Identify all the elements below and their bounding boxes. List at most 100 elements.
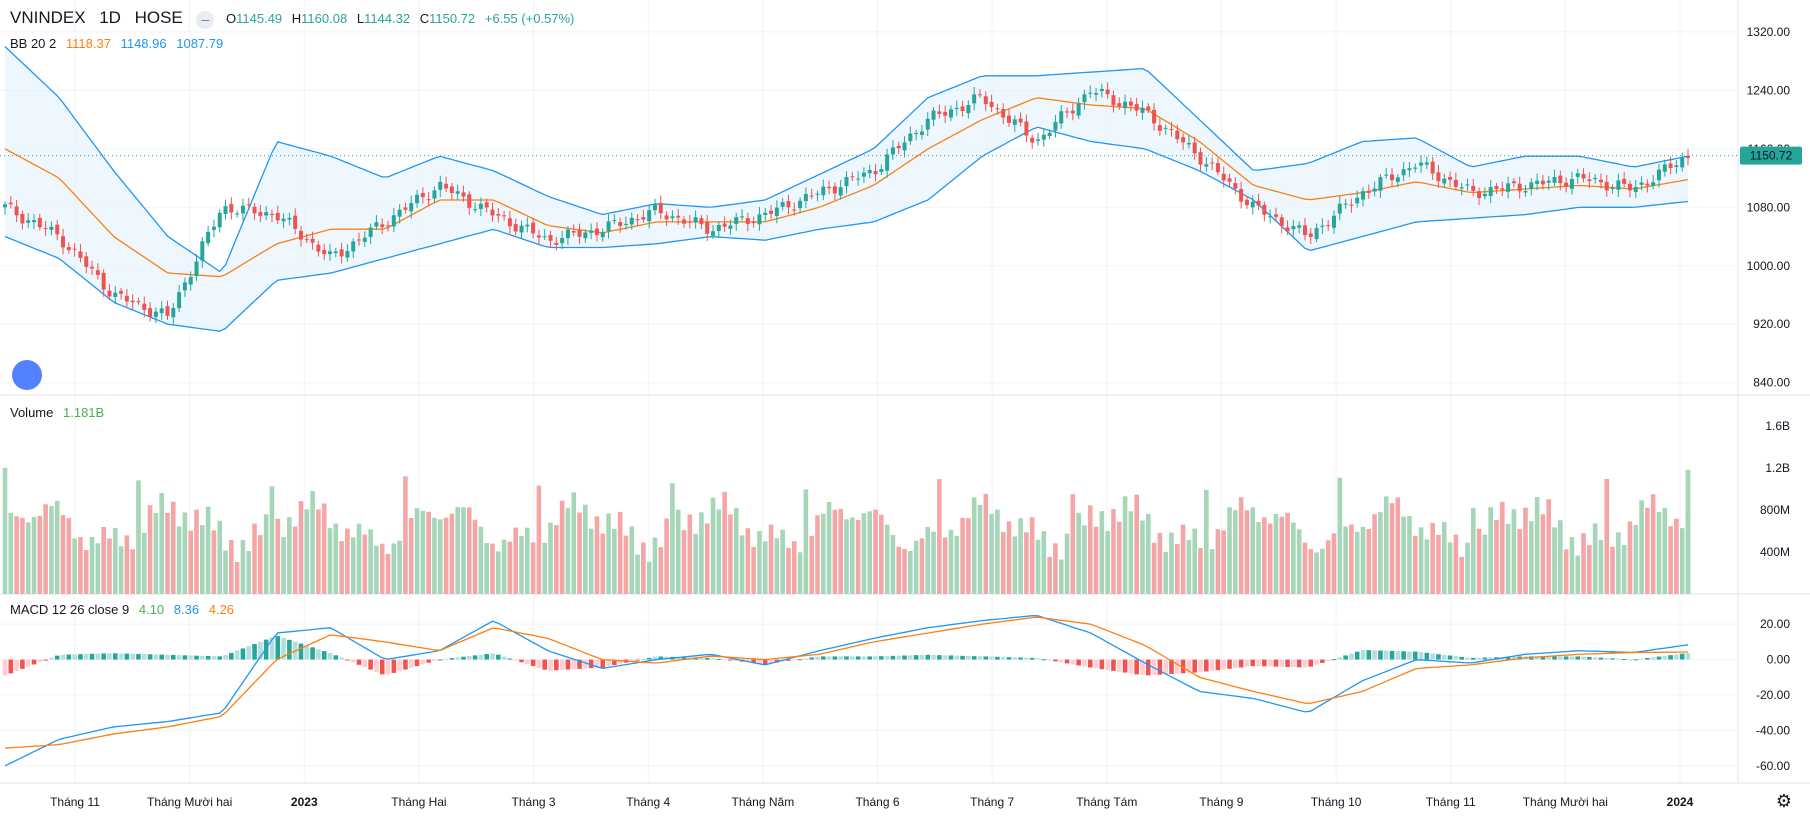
candle[interactable] [177,292,182,309]
candle[interactable] [26,220,31,223]
bb-upper-line[interactable] [4,46,1689,273]
volume-bar[interactable] [1650,494,1656,594]
volume-bar[interactable] [844,519,849,594]
macd-hist-bar[interactable] [124,653,130,660]
volume-bar[interactable] [83,550,89,594]
candle[interactable] [658,202,663,214]
volume-bar[interactable] [832,509,838,594]
volume-bar[interactable] [298,501,304,594]
volume-bar[interactable] [1331,533,1337,594]
candle[interactable] [641,217,646,220]
volume-bar[interactable] [345,528,350,594]
volume-bar[interactable] [292,526,298,594]
candle[interactable] [1517,183,1522,192]
candle[interactable] [1419,162,1424,166]
candle[interactable] [560,238,565,244]
candle[interactable] [188,277,193,285]
macd-hist-bar[interactable] [1041,659,1047,661]
candle[interactable] [490,209,495,216]
volume-bar[interactable] [1076,512,1081,594]
volume-bar[interactable] [675,509,681,594]
volume-bar[interactable] [1029,517,1035,594]
macd-hist-bar[interactable] [298,643,304,660]
macd-hist-bar[interactable] [379,659,385,675]
candle[interactable] [751,221,756,224]
candle[interactable] [507,218,512,227]
volume-bar[interactable] [850,517,855,594]
candle[interactable] [1546,180,1551,183]
macd-hist-bar[interactable] [1418,652,1424,660]
candle[interactable] [1337,203,1342,214]
volume-bar[interactable] [1494,519,1499,594]
macd-hist-bar[interactable] [1186,659,1192,673]
volume-bar[interactable] [420,510,426,594]
volume-bar[interactable] [728,514,733,594]
macd-hist-bar[interactable] [258,641,263,660]
macd-hist-bar[interactable] [704,657,710,660]
volume-bar[interactable] [1053,543,1058,594]
volume-bar[interactable] [1267,523,1273,594]
volume-bar[interactable] [31,516,37,594]
macd-hist-bar[interactable] [1488,657,1493,660]
volume-bar[interactable] [263,514,269,594]
volume-bar[interactable] [1668,526,1673,594]
volume-bar[interactable] [1679,528,1685,594]
candle[interactable] [200,241,205,261]
macd-hist-bar[interactable] [1401,651,1406,660]
volume-bar[interactable] [1006,521,1012,594]
volume-bar[interactable] [1070,494,1076,594]
macd-hist-bar[interactable] [983,656,989,660]
symbol-name[interactable]: VNINDEX [10,8,86,27]
macd-hist-bar[interactable] [1308,659,1314,667]
candle[interactable] [1314,228,1319,240]
volume-bar[interactable] [1273,513,1279,594]
candle[interactable] [1442,178,1447,184]
macd-hist-bar[interactable] [1610,658,1615,660]
volume-bar[interactable] [1407,516,1412,594]
macd-hist-bar[interactable] [194,655,199,660]
candle[interactable] [1395,177,1400,182]
macd-hist-bar[interactable] [1325,659,1331,662]
candle[interactable] [1529,182,1534,189]
macd-hist-bar[interactable] [490,653,495,660]
volume-bar[interactable] [1558,520,1563,594]
volume-bar[interactable] [223,550,228,594]
volume-bar[interactable] [1314,552,1319,594]
macd-hist-bar[interactable] [374,659,379,672]
volume-bar[interactable] [664,518,669,594]
macd-hist-bar[interactable] [333,655,339,660]
candle[interactable] [1569,179,1574,189]
candle[interactable] [1558,175,1563,184]
volume-bar[interactable] [205,506,211,594]
macd-hist-bar[interactable] [252,644,257,660]
macd-hist-bar[interactable] [1227,659,1232,669]
macd-hist-bar[interactable] [1029,657,1035,660]
macd-hist-bar[interactable] [205,655,211,660]
volume-bar[interactable] [879,514,884,594]
macd-hist-bar[interactable] [1616,658,1621,660]
volume-bar[interactable] [1447,542,1453,594]
candle[interactable] [217,212,222,228]
volume-bar[interactable] [1134,494,1139,594]
macd-hist-bar[interactable] [1395,651,1401,660]
volume-bar[interactable] [565,508,571,594]
candle[interactable] [1686,156,1690,158]
macd-hist-bar[interactable] [1209,659,1215,671]
candle[interactable] [838,187,843,196]
candle[interactable] [844,177,849,187]
volume-bar[interactable] [165,512,170,594]
volume-bar[interactable] [1099,511,1105,594]
macd-hist-bar[interactable] [815,656,820,660]
candle[interactable] [693,217,698,223]
macd-hist-bar[interactable] [310,647,315,660]
volume-bar[interactable] [757,530,762,594]
macd-hist-bar[interactable] [1476,657,1482,660]
volume-bar[interactable] [797,552,803,594]
candle[interactable] [1627,183,1632,191]
candle[interactable] [525,224,530,227]
macd-hist-bar[interactable] [1024,657,1029,660]
macd-hist-bar[interactable] [246,646,252,660]
volume-bar[interactable] [977,504,983,594]
macd-hist-bar[interactable] [1581,656,1586,660]
volume-bar[interactable] [240,540,246,594]
